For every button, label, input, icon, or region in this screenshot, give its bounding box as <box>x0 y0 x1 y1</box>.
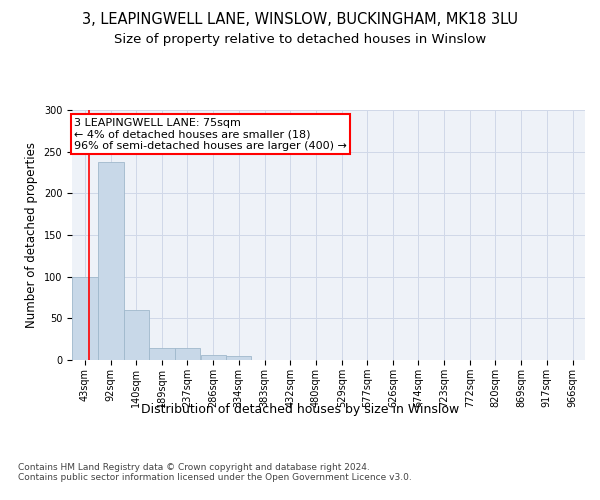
Y-axis label: Number of detached properties: Number of detached properties <box>25 142 38 328</box>
Bar <box>226 356 251 360</box>
Bar <box>175 348 200 360</box>
Bar <box>124 310 149 360</box>
Text: 3 LEAPINGWELL LANE: 75sqm
← 4% of detached houses are smaller (18)
96% of semi-d: 3 LEAPINGWELL LANE: 75sqm ← 4% of detach… <box>74 118 347 150</box>
Text: Distribution of detached houses by size in Winslow: Distribution of detached houses by size … <box>141 402 459 415</box>
Bar <box>149 348 175 360</box>
Bar <box>72 276 98 360</box>
Text: 3, LEAPINGWELL LANE, WINSLOW, BUCKINGHAM, MK18 3LU: 3, LEAPINGWELL LANE, WINSLOW, BUCKINGHAM… <box>82 12 518 28</box>
Bar <box>200 355 226 360</box>
Bar <box>98 162 124 360</box>
Text: Contains HM Land Registry data © Crown copyright and database right 2024.
Contai: Contains HM Land Registry data © Crown c… <box>18 462 412 482</box>
Text: Size of property relative to detached houses in Winslow: Size of property relative to detached ho… <box>114 32 486 46</box>
